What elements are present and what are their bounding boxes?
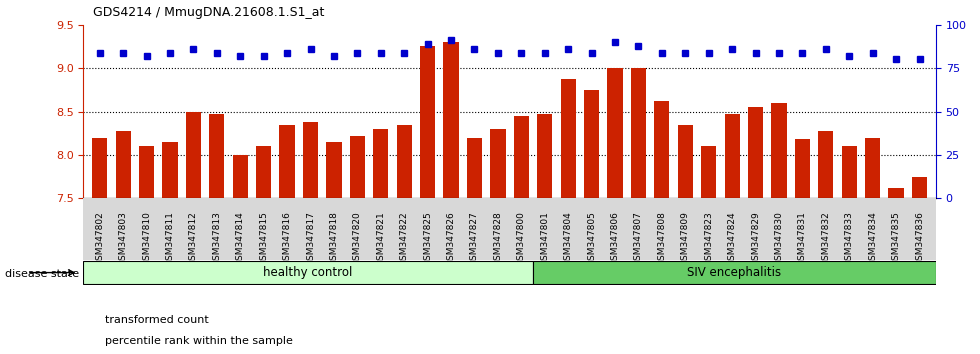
Bar (724, 114, 740, 198)
Bar (584, 90, 599, 198)
Bar (92, 138, 107, 198)
Bar (232, 155, 248, 198)
Bar (186, 112, 201, 198)
Text: SIV encephalitis: SIV encephalitis (687, 266, 781, 279)
Bar (326, 142, 342, 198)
Bar (818, 131, 833, 198)
Bar (350, 136, 365, 198)
Bar (397, 125, 412, 198)
FancyBboxPatch shape (533, 261, 936, 284)
Bar (256, 146, 271, 198)
Text: GDS4214 / MmugDNA.21608.1.S1_at: GDS4214 / MmugDNA.21608.1.S1_at (93, 6, 324, 19)
Bar (420, 46, 435, 198)
Bar (748, 107, 763, 198)
Text: transformed count: transformed count (105, 315, 209, 325)
Text: healthy control: healthy control (264, 266, 353, 279)
Text: disease state: disease state (5, 269, 79, 279)
Text: percentile rank within the sample: percentile rank within the sample (105, 336, 293, 346)
Bar (279, 125, 295, 198)
Bar (561, 79, 576, 198)
Bar (701, 146, 716, 198)
Bar (842, 146, 857, 198)
Bar (655, 101, 669, 198)
Bar (163, 142, 177, 198)
Bar (608, 68, 622, 198)
FancyBboxPatch shape (83, 261, 533, 284)
Bar (537, 114, 553, 198)
Bar (373, 129, 388, 198)
Bar (303, 122, 318, 198)
Bar (514, 116, 529, 198)
Bar (865, 138, 880, 198)
Bar (889, 188, 904, 198)
Bar (116, 131, 130, 198)
Bar (466, 138, 482, 198)
Bar (209, 114, 224, 198)
Bar (771, 103, 787, 198)
Bar (139, 146, 154, 198)
Bar (677, 125, 693, 198)
Bar (912, 177, 927, 198)
Bar (795, 139, 810, 198)
Bar (490, 129, 506, 198)
Bar (443, 42, 459, 198)
Bar (631, 68, 646, 198)
